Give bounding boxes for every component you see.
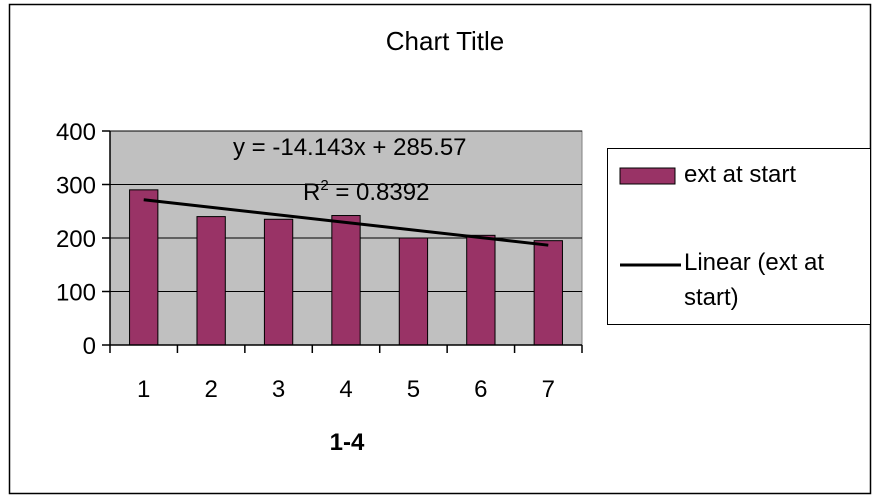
- bar-1: [129, 189, 159, 346]
- bar-5: [398, 237, 429, 346]
- bar-2: [196, 216, 226, 346]
- r-squared-label: R2 = 0.8392: [303, 177, 429, 206]
- x-tick-label-3: 3: [272, 376, 285, 403]
- x-tick-label-6: 6: [474, 376, 487, 403]
- x-tick-label-7: 7: [542, 376, 555, 403]
- legend-label-ext-at-start: ext at start: [684, 161, 796, 188]
- y-tick-label-300: 300: [56, 173, 96, 200]
- y-tick-label-400: 400: [56, 119, 96, 146]
- bar-6: [466, 234, 496, 346]
- x-tick-label-4: 4: [339, 376, 352, 403]
- chart-title: Chart Title: [386, 26, 505, 56]
- x-tick-label-1: 1: [137, 376, 150, 403]
- x-tick-labels: 1 2 3 4 5 6 7: [137, 376, 555, 403]
- axes: [102, 130, 583, 353]
- x-axis-title: 1-4: [330, 429, 365, 456]
- bar-4: [331, 215, 361, 346]
- y-tick-label-0: 0: [83, 333, 96, 360]
- trendline-equation: y = -14.143x + 285.57: [233, 134, 467, 161]
- x-tick-label-5: 5: [407, 376, 420, 403]
- legend: ext at start Linear (ext at start): [607, 148, 871, 325]
- y-tick-label-200: 200: [56, 226, 96, 253]
- bar-7: [533, 240, 563, 346]
- bar-3: [263, 218, 294, 346]
- legend-swatch-ext-at-start: [619, 167, 676, 185]
- x-tick-label-2: 2: [204, 376, 217, 403]
- y-tick-labels: 0 100 200 300 400: [56, 119, 96, 360]
- trendline: [143, 198, 549, 247]
- bars: [129, 189, 563, 346]
- legend-label-linear-line1: Linear (ext at: [684, 249, 824, 276]
- legend-label-linear-line2: start): [684, 284, 739, 311]
- y-tick-label-100: 100: [56, 280, 96, 307]
